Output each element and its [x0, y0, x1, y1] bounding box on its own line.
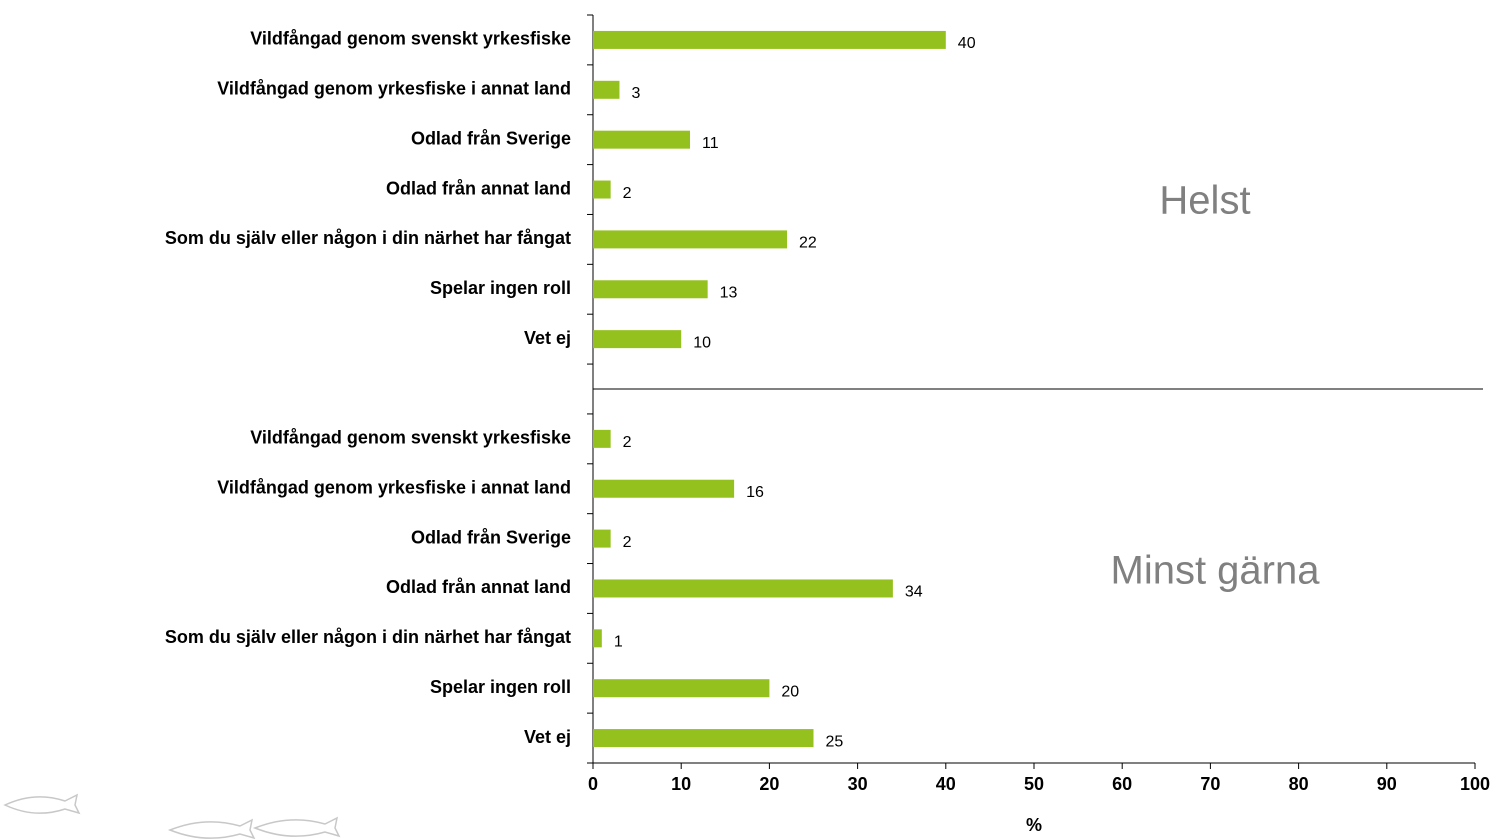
bar	[593, 679, 769, 697]
x-tick-label: 80	[1289, 774, 1309, 794]
bar	[593, 181, 611, 199]
bar	[593, 629, 602, 647]
y-tick-label: Vildfångad genom yrkesfiske i annat land	[217, 79, 571, 99]
value-label: 11	[702, 135, 719, 152]
bar	[593, 430, 611, 448]
x-tick-label: 20	[759, 774, 779, 794]
y-tick-label: Odlad från Sverige	[411, 128, 571, 148]
value-label: 40	[958, 35, 976, 52]
bar	[593, 530, 611, 548]
chart: Helst Minst gärna % 0 10 20 30 40 50 60 70 80 90 1…	[0, 0, 1501, 839]
y-tick-label: Odlad från annat land	[386, 577, 571, 597]
x-tick-label: 10	[671, 774, 691, 794]
y-tick-label: Spelar ingen roll	[430, 278, 571, 298]
x-axis-label: %	[1026, 815, 1042, 835]
x-tick-label: 60	[1112, 774, 1132, 794]
y-tick-label: Som du själv eller någon i din närhet ha…	[165, 228, 571, 248]
bar	[593, 480, 734, 498]
bar	[593, 280, 708, 298]
bar	[593, 330, 681, 348]
bar	[593, 579, 893, 597]
y-tick-label: Vildfångad genom yrkesfiske i annat land	[217, 477, 571, 497]
value-label: 16	[746, 484, 764, 501]
x-tick-label: 100	[1460, 774, 1490, 794]
y-tick-label: Odlad från annat land	[386, 178, 571, 198]
value-label: 10	[693, 334, 711, 351]
x-tick-label: 40	[936, 774, 956, 794]
x-tick-label: 0	[588, 774, 598, 794]
annotation: Minst gärna	[1111, 549, 1321, 593]
bar	[593, 81, 619, 99]
value-label: 34	[905, 584, 923, 601]
value-label: 2	[623, 434, 632, 451]
y-tick-label: Odlad från Sverige	[411, 527, 571, 547]
bar	[593, 31, 946, 49]
y-tick-label: Som du själv eller någon i din närhet ha…	[165, 627, 571, 647]
y-tick-label: Spelar ingen roll	[430, 677, 571, 697]
bar	[593, 729, 814, 747]
x-tick-label: 30	[848, 774, 868, 794]
fish-decoration	[5, 795, 339, 838]
value-label: 25	[826, 733, 844, 750]
y-tick-label: Vildfångad genom svenskt yrkesfiske	[250, 428, 571, 448]
y-tick-label: Vet ej	[524, 328, 571, 348]
bar	[593, 131, 690, 149]
x-tick-label: 50	[1024, 774, 1044, 794]
value-label: 2	[623, 185, 632, 202]
value-label: 20	[781, 683, 799, 700]
y-tick-label: Vildfångad genom svenskt yrkesfiske	[250, 29, 571, 49]
value-label: 1	[614, 634, 623, 651]
y-tick-label: Vet ej	[524, 727, 571, 747]
x-tick-label: 70	[1200, 774, 1220, 794]
annotation: Helst	[1159, 179, 1250, 223]
value-label: 2	[623, 534, 632, 551]
bar	[593, 230, 787, 248]
x-tick-label: 90	[1377, 774, 1397, 794]
value-label: 3	[631, 85, 640, 102]
value-label: 13	[720, 284, 738, 301]
value-label: 22	[799, 235, 817, 252]
